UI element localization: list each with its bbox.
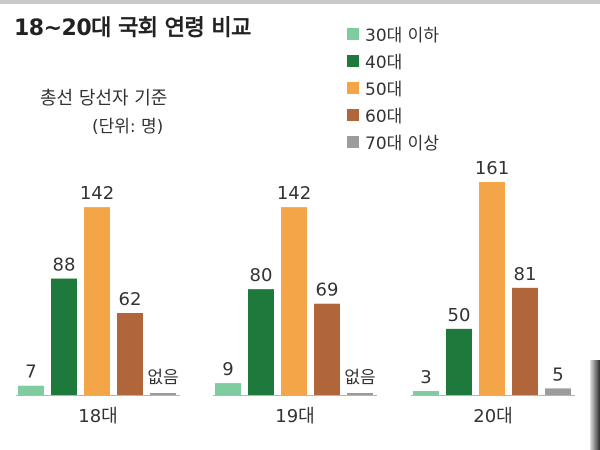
legend-label: 40대 <box>365 53 403 73</box>
data-label: 62 <box>119 289 142 310</box>
bar <box>314 303 340 395</box>
data-label: 161 <box>475 158 509 179</box>
bar <box>479 182 505 395</box>
data-label: 88 <box>53 255 76 276</box>
bar <box>446 328 472 395</box>
data-label: 50 <box>448 305 471 326</box>
legend-label: 70대 이상 <box>365 134 439 154</box>
bar-empty <box>347 393 373 395</box>
bar <box>248 289 274 395</box>
legend-label: 50대 <box>365 80 403 100</box>
data-label: 80 <box>250 265 273 286</box>
bar <box>84 207 110 395</box>
bar <box>512 287 538 395</box>
legend-label: 60대 <box>365 107 403 127</box>
chart-subtitle: 총선 당선자 기준 <box>40 88 168 109</box>
bar-empty <box>150 393 176 395</box>
data-label: 3 <box>420 367 431 388</box>
unit-note: (단위: 명) <box>92 117 164 137</box>
category-label: 19대 <box>275 406 314 427</box>
chart-title: 18~20대 국회 연령 비교 <box>14 16 251 41</box>
legend: 30대 이하 40대 50대 60대 70대 이상 <box>347 20 507 155</box>
legend-item-under-30: 30대 이하 <box>347 20 507 47</box>
legend-item-40s: 40대 <box>347 47 507 74</box>
category-label: 18대 <box>78 406 117 427</box>
legend-swatch <box>347 81 359 94</box>
data-label: 69 <box>316 280 339 301</box>
bar <box>545 388 571 395</box>
data-label: 81 <box>514 264 537 285</box>
data-label: 7 <box>25 362 36 383</box>
data-label: 9 <box>222 359 233 380</box>
data-label: 없음 <box>147 368 178 388</box>
legend-swatch <box>347 27 359 40</box>
bar <box>215 383 241 395</box>
data-label: 142 <box>80 183 114 204</box>
bar <box>51 278 77 395</box>
edge-shadow <box>590 360 600 450</box>
bar <box>281 207 307 395</box>
bar <box>413 391 439 395</box>
data-label: 없음 <box>344 368 375 388</box>
legend-item-60s: 60대 <box>347 101 507 128</box>
legend-label: 30대 이하 <box>365 26 439 46</box>
legend-item-over-70: 70대 이상 <box>347 128 507 155</box>
data-label: 5 <box>552 364 563 385</box>
bar <box>117 312 143 395</box>
category-label: 20대 <box>473 406 512 427</box>
data-label: 142 <box>277 183 311 204</box>
legend-swatch <box>347 54 359 67</box>
bar <box>18 385 44 395</box>
legend-swatch <box>347 108 359 121</box>
legend-item-50s: 50대 <box>347 74 507 101</box>
legend-swatch <box>347 135 359 148</box>
top-rule <box>0 0 600 4</box>
